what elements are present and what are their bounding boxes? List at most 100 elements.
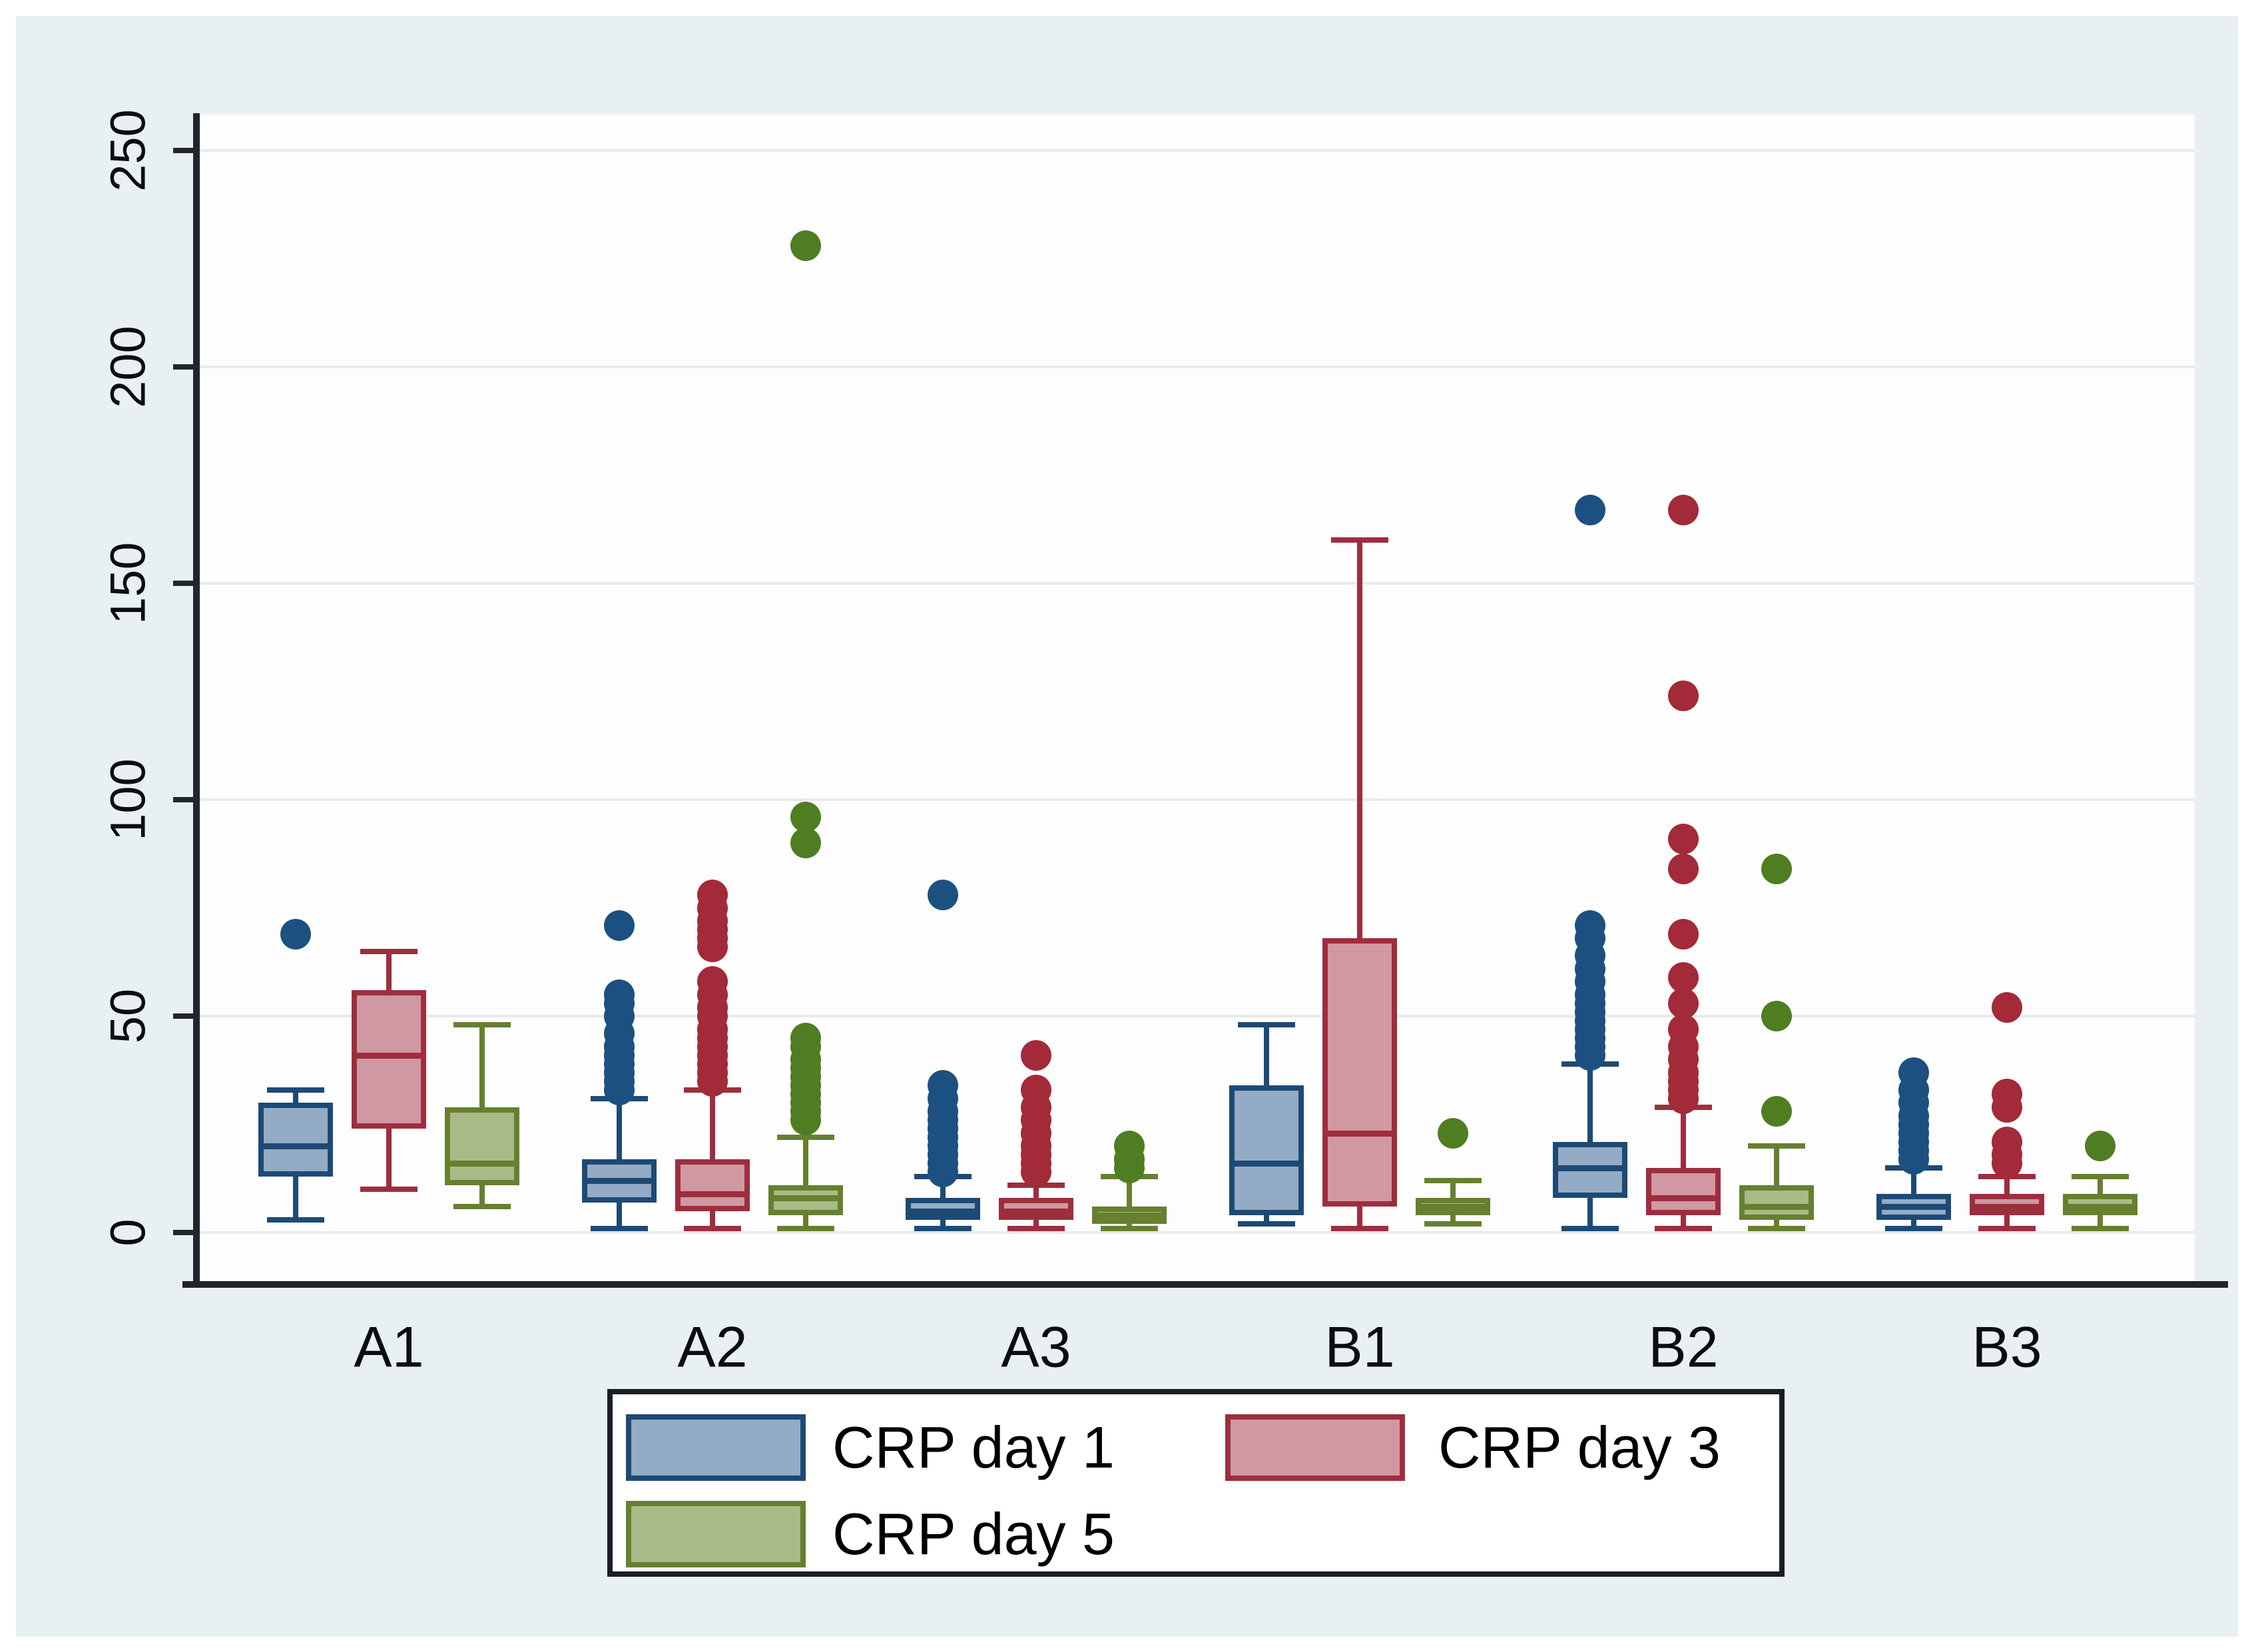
lower-whisker-cap-crp-day-3-B1 xyxy=(1331,1225,1388,1231)
lower-whisker-cap-crp-day-1-B2 xyxy=(1561,1225,1619,1231)
upper-whisker-cap-crp-day-5-A1 xyxy=(453,1022,511,1027)
box-crp-day-3-B1 xyxy=(1322,938,1397,1207)
outlier-dot-crp-day-1-B3 xyxy=(1898,1057,1929,1088)
legend-swatch-1 xyxy=(626,1414,806,1481)
upper-whisker-cap-crp-day-5-B1 xyxy=(1424,1178,1482,1183)
median-crp-day-1-A1 xyxy=(258,1143,333,1149)
median-crp-day-3-A3 xyxy=(999,1208,1073,1215)
outlier-dot-crp-day-3-B2 xyxy=(1668,962,1699,993)
y-tick-mark xyxy=(173,581,197,586)
outlier-dot-crp-day-1-A3 xyxy=(928,1070,958,1101)
box-crp-day-3-B2 xyxy=(1646,1167,1721,1215)
lower-whisker-cap-crp-day-1-A3 xyxy=(914,1225,972,1231)
upper-whisker-cap-crp-day-5-A2 xyxy=(777,1135,834,1140)
y-tick-label: 150 xyxy=(100,542,156,625)
upper-whisker-cap-crp-day-3-B1 xyxy=(1331,537,1388,543)
median-crp-day-1-B3 xyxy=(1876,1204,1951,1210)
lower-whisker-cap-crp-day-5-A3 xyxy=(1101,1225,1158,1231)
lower-whisker-cap-crp-day-3-A1 xyxy=(360,1187,418,1192)
outlier-dot-crp-day-5-B2 xyxy=(1761,854,1792,884)
outlier-dot-crp-day-3-B2 xyxy=(1668,987,1699,1019)
median-crp-day-5-B2 xyxy=(1739,1204,1814,1210)
outlier-dot-crp-day-5-A2 xyxy=(790,1022,821,1053)
lower-whisker-cap-crp-day-1-B1 xyxy=(1238,1221,1295,1227)
lower-whisker-cap-crp-day-3-B3 xyxy=(1978,1225,2036,1231)
median-crp-day-1-B1 xyxy=(1229,1161,1304,1167)
y-tick-label: 50 xyxy=(100,988,156,1044)
x-axis-line xyxy=(182,1281,2228,1288)
lower-whisker-cap-crp-day-5-A2 xyxy=(777,1225,834,1231)
outlier-dot-crp-day-3-B2 xyxy=(1668,854,1699,884)
outlier-dot-crp-day-5-A2 xyxy=(790,230,821,261)
box-crp-day-1-B1 xyxy=(1229,1085,1304,1215)
outlier-dot-crp-day-5-A3 xyxy=(1114,1131,1145,1161)
outlier-dot-crp-day-1-A2 xyxy=(604,979,635,1010)
gridline xyxy=(197,1015,2195,1017)
x-label-B2: B2 xyxy=(1648,1315,1719,1380)
median-crp-day-5-B1 xyxy=(1416,1204,1490,1210)
median-crp-day-1-A3 xyxy=(906,1208,980,1215)
y-tick-label: 250 xyxy=(100,109,156,192)
gridline xyxy=(197,1231,2195,1234)
lower-whisker-cap-crp-day-1-B3 xyxy=(1885,1225,1942,1231)
outlier-dot-crp-day-1-A2 xyxy=(604,910,635,941)
chart-canvas: 0 50 100 150 200 250 A1 A2 A3 B1 B2 B3 CRP day 1 CR… xyxy=(16,16,2238,1637)
outlier-dot-crp-day-3-B3 xyxy=(1992,992,2022,1023)
x-label-A3: A3 xyxy=(1001,1315,1071,1380)
gridline xyxy=(197,366,2195,368)
y-tick-mark xyxy=(173,148,197,153)
y-tick-mark xyxy=(173,797,197,802)
legend-label-2: CRP day 3 xyxy=(1438,1414,1721,1480)
median-crp-day-3-B1 xyxy=(1322,1130,1397,1137)
outlier-dot-crp-day-3-B2 xyxy=(1668,1013,1699,1045)
median-crp-day-1-A2 xyxy=(582,1178,657,1184)
whisker-line-crp-day-5-A2 xyxy=(803,1137,808,1229)
legend-box: CRP day 1 CRP day 3 CRP day 5 xyxy=(607,1389,1785,1577)
outlier-dot-crp-day-5-B1 xyxy=(1438,1117,1468,1149)
outlier-dot-crp-day-3-B3 xyxy=(1992,1079,2022,1109)
outlier-dot-crp-day-5-B2 xyxy=(1761,1001,1792,1031)
outlier-dot-crp-day-3-B3 xyxy=(1992,1126,2022,1157)
median-crp-day-3-B2 xyxy=(1646,1195,1721,1201)
outlier-dot-crp-day-3-B2 xyxy=(1668,918,1699,950)
gridline xyxy=(197,149,2195,152)
x-label-A1: A1 xyxy=(354,1315,424,1380)
gridline xyxy=(197,798,2195,801)
legend-label-3: CRP day 5 xyxy=(832,1501,1115,1567)
box-crp-day-3-A1 xyxy=(352,990,426,1129)
upper-whisker-cap-crp-day-5-B2 xyxy=(1748,1143,1805,1149)
median-crp-day-5-A2 xyxy=(768,1195,843,1201)
outlier-dot-crp-day-5-B2 xyxy=(1761,1096,1792,1127)
lower-whisker-cap-crp-day-5-B2 xyxy=(1748,1225,1805,1231)
outlier-dot-crp-day-3-B2 xyxy=(1668,823,1699,854)
median-crp-day-3-B3 xyxy=(1970,1204,2044,1210)
median-crp-day-5-A1 xyxy=(445,1161,519,1167)
outlier-dot-crp-day-1-A3 xyxy=(928,880,958,910)
box-crp-day-5-B2 xyxy=(1739,1185,1814,1220)
lower-whisker-cap-crp-day-5-B3 xyxy=(2072,1225,2129,1231)
lower-whisker-cap-crp-day-3-B2 xyxy=(1655,1225,1712,1231)
outlier-dot-crp-day-5-A2 xyxy=(790,802,821,832)
whisker-line-crp-day-5-A3 xyxy=(1127,1176,1132,1229)
median-crp-day-3-A2 xyxy=(675,1191,750,1197)
median-crp-day-5-B3 xyxy=(2063,1204,2137,1210)
outlier-dot-crp-day-3-A2 xyxy=(697,966,728,997)
y-tick-label: 0 xyxy=(100,1219,156,1246)
outlier-dot-crp-day-3-B2 xyxy=(1668,494,1699,525)
x-label-A2: A2 xyxy=(677,1315,748,1380)
upper-whisker-cap-crp-day-1-A1 xyxy=(267,1087,324,1093)
gridline xyxy=(197,582,2195,585)
median-crp-day-5-A3 xyxy=(1092,1213,1167,1219)
outlier-dot-crp-day-5-A2 xyxy=(790,828,821,858)
upper-whisker-cap-crp-day-5-B3 xyxy=(2072,1173,2129,1179)
lower-whisker-cap-crp-day-1-A2 xyxy=(591,1225,648,1231)
upper-whisker-cap-crp-day-1-B1 xyxy=(1238,1022,1295,1027)
box-crp-day-5-A1 xyxy=(445,1107,519,1185)
legend-swatch-2 xyxy=(1225,1414,1405,1481)
median-crp-day-3-A1 xyxy=(352,1052,426,1059)
plot-area xyxy=(197,115,2195,1284)
y-axis-line xyxy=(193,113,200,1288)
y-tick-mark xyxy=(173,1013,197,1019)
y-tick-mark xyxy=(173,1230,197,1235)
outlier-dot-crp-day-1-B2 xyxy=(1575,494,1605,525)
